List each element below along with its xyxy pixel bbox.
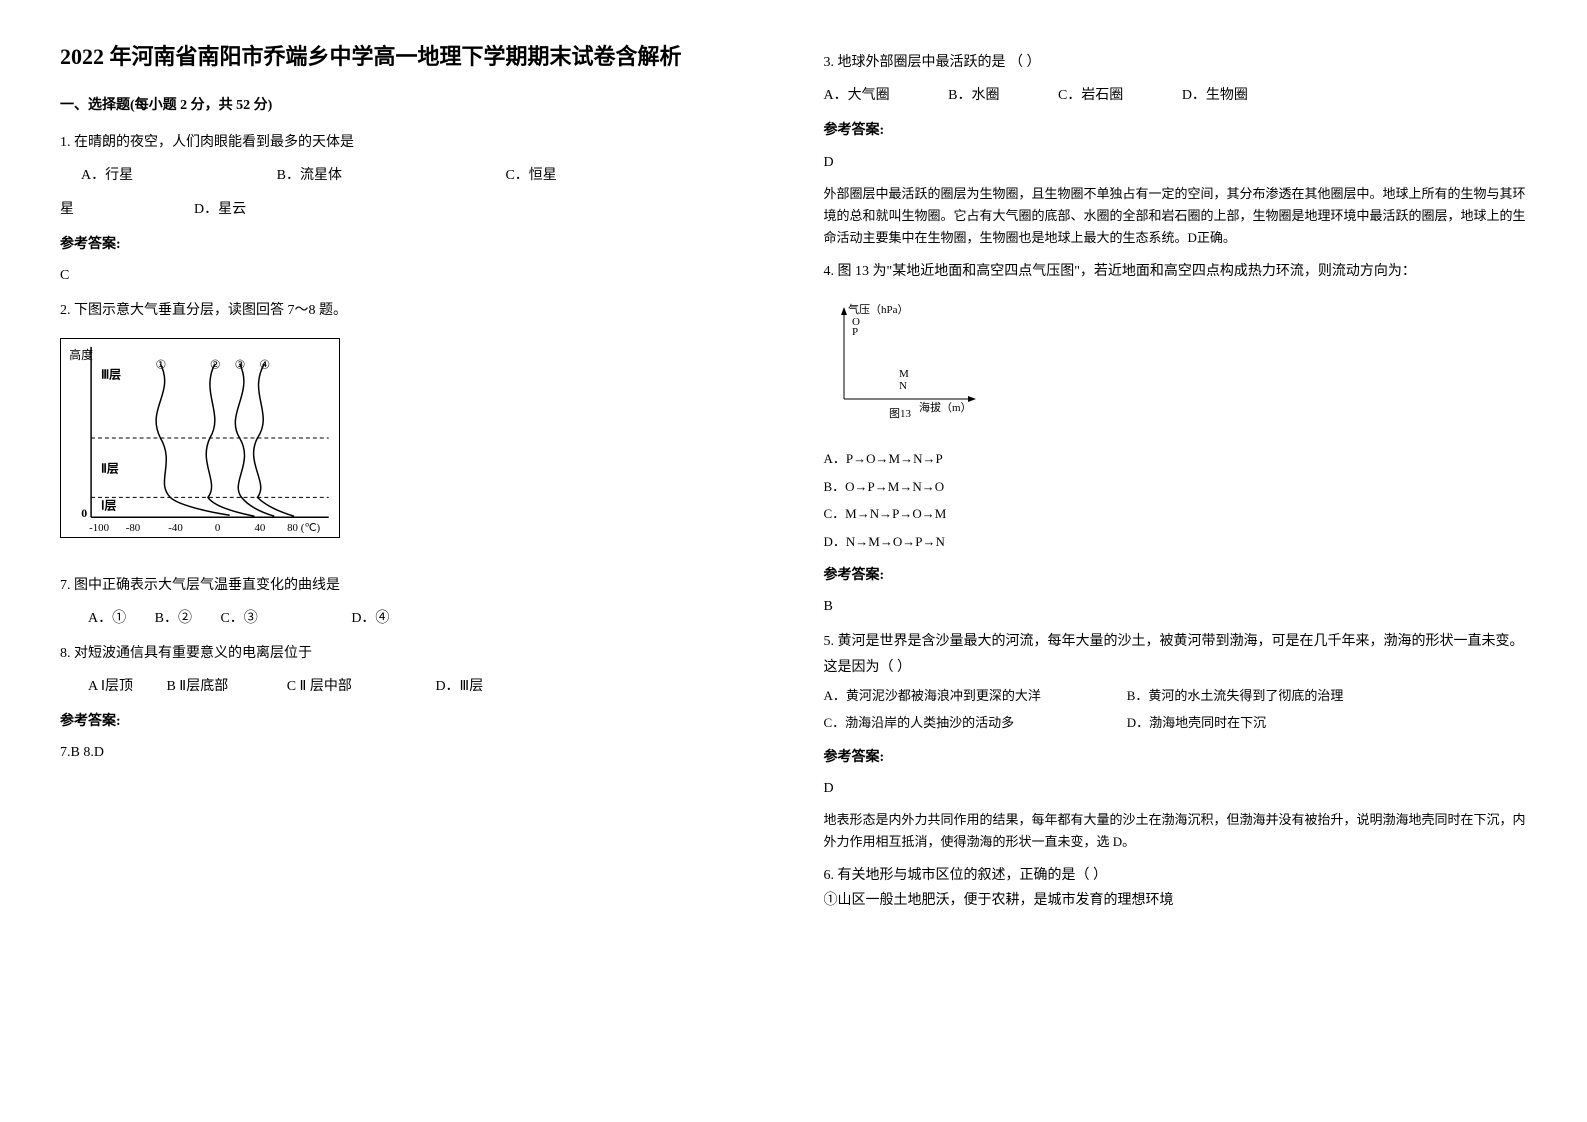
question-6: 6. 有关地形与城市区位的叙述，正确的是（ ） ①山区一般土地肥沃，便于农耕，是… xyxy=(824,863,1528,913)
svg-text:Ⅲ层: Ⅲ层 xyxy=(101,368,121,382)
q3-text: 3. 地球外部圈层中最活跃的是 （ ） xyxy=(824,50,1528,75)
q4-a: A．P→O→M→N→P xyxy=(824,447,1528,470)
q3-c: C．岩石圈 xyxy=(1058,83,1123,108)
q1-text: 1. 在晴朗的夜空，人们肉眼能看到最多的天体是 xyxy=(60,130,764,155)
q6-stmt1: ①山区一般土地肥沃，便于农耕，是城市发育的理想环境 xyxy=(824,888,1528,913)
sub7-b: B．② xyxy=(155,606,192,631)
q4-answer: B xyxy=(824,594,1528,619)
svg-text:高度: 高度 xyxy=(69,348,93,362)
q5-b: B．黄河的水土流失得到了彻底的治理 xyxy=(1127,688,1344,703)
q4-answer-label: 参考答案: xyxy=(824,563,1528,588)
q5-a: A．黄河泥沙都被海浪冲到更深的大洋 xyxy=(824,684,1124,707)
q2-answer: 7.B 8.D xyxy=(60,740,764,765)
q2-answer-label: 参考答案: xyxy=(60,709,764,734)
q1-opt-d: D．星云 xyxy=(194,197,246,222)
q3-d: D．生物圈 xyxy=(1182,83,1248,108)
q5-explanation: 地表形态是内外力共同作用的结果，每年都有大量的沙土在渤海沉积，但渤海并没有被抬升… xyxy=(824,809,1528,853)
q5-answer: D xyxy=(824,776,1528,801)
svg-text:0: 0 xyxy=(81,507,87,521)
q5-d: D．渤海地壳同时在下沉 xyxy=(1127,715,1266,730)
q3-answer: D xyxy=(824,150,1528,175)
q1-opt-a: A．行星 xyxy=(81,163,133,188)
svg-text:Ⅱ层: Ⅱ层 xyxy=(101,462,119,476)
sub8-c: C Ⅱ 层中部 xyxy=(287,674,352,699)
question-4: 4. 图 13 为"某地近地面和高空四点气压图"，若近地面和高空四点构成热力环流… xyxy=(824,259,1528,619)
right-column: 3. 地球外部圈层中最活跃的是 （ ） A．大气圈 B．水圈 C．岩石圈 D．生… xyxy=(824,40,1528,1082)
svg-text:气压（hPa）: 气压（hPa） xyxy=(848,302,909,316)
svg-text:②: ② xyxy=(210,358,221,372)
question-3: 3. 地球外部圈层中最活跃的是 （ ） A．大气圈 B．水圈 C．岩石圈 D．生… xyxy=(824,50,1528,249)
svg-text:Ⅰ层: Ⅰ层 xyxy=(101,499,117,513)
q3-answer-label: 参考答案: xyxy=(824,118,1528,143)
q1-options: A．行星 B．流星体 C．恒星 xyxy=(60,163,764,188)
sub8-d: D．Ⅲ层 xyxy=(435,674,483,699)
q5-answer-label: 参考答案: xyxy=(824,745,1528,770)
svg-text:M: M xyxy=(899,368,909,380)
q2-sub7-text: 7. 图中正确表示大气层气温垂直变化的曲线是 xyxy=(60,573,764,598)
atmosphere-diagram: 高度 Ⅲ层 Ⅱ层 Ⅰ层 ① ② ③ ④ -100 -80 -40 0 40 80… xyxy=(60,338,340,538)
sub8-a: A Ⅰ层顶 xyxy=(88,674,133,699)
q1-opt-c-cont: 星 D．星云 xyxy=(60,197,764,222)
q1-answer-label: 参考答案: xyxy=(60,232,764,257)
question-5: 5. 黄河是世界是含沙量最大的河流，每年大量的沙土，被黄河带到渤海，可是在几千年… xyxy=(824,629,1528,853)
pressure-diagram: 气压（hPa） O P M N 海拔（m） 图13 xyxy=(824,299,1004,419)
q2-sub7: 7. 图中正确表示大气层气温垂直变化的曲线是 A．① B．② C．③ D．④ xyxy=(60,573,764,631)
svg-text:-80: -80 xyxy=(126,522,141,534)
svg-text:图13: 图13 xyxy=(889,407,911,419)
svg-text:40: 40 xyxy=(254,522,265,534)
q1-answer: C xyxy=(60,263,764,288)
q2-sub8: 8. 对短波通信具有重要意义的电离层位于 A Ⅰ层顶 B Ⅱ层底部 C Ⅱ 层中… xyxy=(60,641,764,699)
left-column: 2022 年河南省南阳市乔端乡中学高一地理下学期期末试卷含解析 一、选择题(每小… xyxy=(60,40,764,1082)
svg-text:N: N xyxy=(899,380,907,392)
q1-opt-b: B．流星体 xyxy=(277,163,342,188)
sub8-b: B Ⅱ层底部 xyxy=(166,674,228,699)
svg-text:-40: -40 xyxy=(168,522,183,534)
q5-c: C．渤海沿岸的人类抽沙的活动多 xyxy=(824,711,1124,734)
svg-text:海拔（m）: 海拔（m） xyxy=(919,400,972,414)
document-title: 2022 年河南省南阳市乔端乡中学高一地理下学期期末试卷含解析 xyxy=(60,40,764,73)
svg-text:-100: -100 xyxy=(89,522,109,534)
q3-explanation: 外部圈层中最活跃的圈层为生物圈，且生物圈不单独占有一定的空间，其分布渗透在其他圈… xyxy=(824,183,1528,249)
q6-text: 6. 有关地形与城市区位的叙述，正确的是（ ） xyxy=(824,863,1528,888)
q3-a: A．大气圈 xyxy=(824,83,890,108)
question-2: 2. 下图示意大气垂直分层，读图回答 7～8 题。 高度 Ⅲ层 Ⅱ层 Ⅰ层 ① … xyxy=(60,298,764,766)
svg-text:0: 0 xyxy=(215,522,221,534)
svg-text:80 (℃): 80 (℃) xyxy=(287,522,320,534)
q2-intro: 2. 下图示意大气垂直分层，读图回答 7～8 题。 xyxy=(60,298,764,323)
q4-c: C．M→N→P→O→M xyxy=(824,502,1528,525)
sub7-d: D．④ xyxy=(351,606,389,631)
q4-d: D．N→M→O→P→N xyxy=(824,530,1528,553)
q3-b: B．水圈 xyxy=(948,83,999,108)
question-1: 1. 在晴朗的夜空，人们肉眼能看到最多的天体是 A．行星 B．流星体 C．恒星 … xyxy=(60,130,764,288)
q5-text: 5. 黄河是世界是含沙量最大的河流，每年大量的沙土，被黄河带到渤海，可是在几千年… xyxy=(824,629,1528,679)
section-1-header: 一、选择题(每小题 2 分，共 52 分) xyxy=(60,93,764,118)
q1-opt-c: C．恒星 xyxy=(505,163,556,188)
sub7-c: C．③ xyxy=(220,606,257,631)
q2-sub8-text: 8. 对短波通信具有重要意义的电离层位于 xyxy=(60,641,764,666)
q4-b: B．O→P→M→N→O xyxy=(824,475,1528,498)
sub7-a: A．① xyxy=(88,606,126,631)
svg-text:P: P xyxy=(852,326,858,338)
q4-text: 4. 图 13 为"某地近地面和高空四点气压图"，若近地面和高空四点构成热力环流… xyxy=(824,259,1528,284)
